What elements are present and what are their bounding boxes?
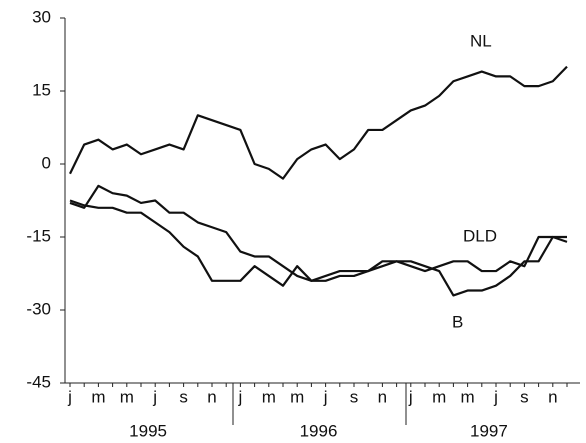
x-tick-label: j	[408, 387, 413, 406]
x-tick-label: n	[378, 387, 387, 406]
x-tick-label: m	[120, 387, 134, 406]
x-tick-label: n	[548, 387, 557, 406]
x-tick-label: j	[67, 387, 72, 406]
x-group-label: 1995	[129, 421, 167, 440]
y-tick-label: -15	[26, 226, 51, 245]
x-tick-label: j	[493, 387, 498, 406]
x-group-label: 1997	[470, 421, 508, 440]
x-tick-label: s	[350, 387, 359, 406]
x-tick-label: m	[290, 387, 304, 406]
series-label: DLD	[463, 226, 497, 245]
series-label: NL	[470, 31, 492, 50]
x-tick-label: s	[520, 387, 529, 406]
x-tick-label: m	[91, 387, 105, 406]
series-line	[69, 65, 568, 180]
series-label: B	[452, 312, 463, 331]
y-tick-label: 0	[42, 153, 51, 172]
y-tick-label: -30	[26, 299, 51, 318]
x-tick-label: m	[432, 387, 446, 406]
x-group-label: 1996	[300, 421, 338, 440]
x-tick-label: j	[238, 387, 243, 406]
series-line	[69, 199, 568, 297]
x-tick-label: s	[179, 387, 188, 406]
x-tick-label: m	[461, 387, 475, 406]
y-tick-label: -45	[26, 372, 51, 391]
x-tick-label: n	[207, 387, 216, 406]
y-tick-label: 30	[32, 7, 51, 26]
series-line	[69, 184, 567, 282]
x-tick-label: m	[262, 387, 276, 406]
x-tick-label: j	[152, 387, 157, 406]
x-tick-label: j	[323, 387, 328, 406]
y-tick-label: 15	[32, 80, 51, 99]
